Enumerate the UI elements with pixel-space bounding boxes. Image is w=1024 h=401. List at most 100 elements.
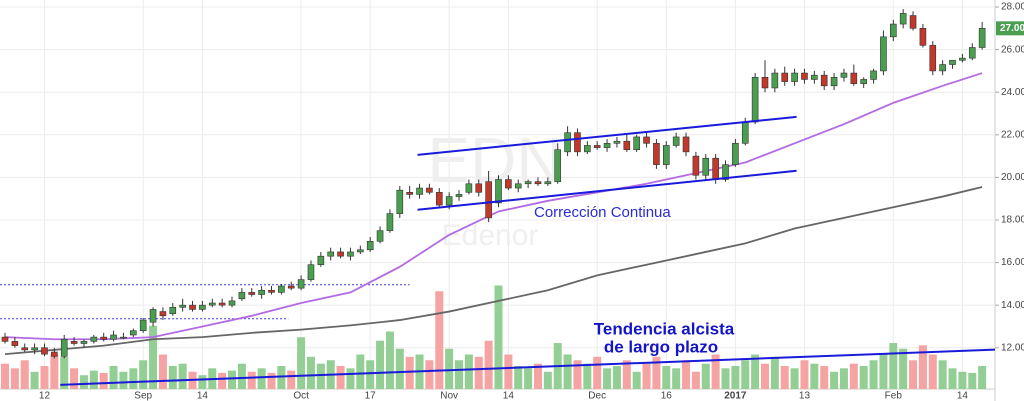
volume-bar [741,360,750,389]
x-tick-label: 14 [197,391,209,401]
volume-bar [543,371,552,389]
x-tick-label: 17 [365,391,377,401]
volume-bar [237,363,246,389]
volume-bar [593,356,602,389]
volume-bar [10,368,19,389]
candle-body [514,183,522,189]
candle-body [70,341,78,344]
volume-bar [70,368,79,389]
volume-bar [445,348,454,389]
candle-body [741,121,749,144]
y-tick-label: 20.00 [1001,172,1024,183]
candle-body [208,302,216,306]
volume-bar [405,356,414,389]
candle-body [574,132,581,153]
candle-body [889,23,897,38]
candle-body [268,289,275,293]
volume-bar [662,366,671,389]
candle-body [139,319,147,332]
candle-body [347,251,354,257]
candle-body [366,240,374,251]
x-tick-label: 13 [799,391,811,401]
volume-bar [316,363,325,389]
volume-bar [376,340,385,389]
volume-bar [563,354,572,389]
candle-body [218,302,226,306]
volume-bar [938,360,947,389]
candle-body [149,309,157,323]
watermark-name: Edenor [442,219,539,252]
y-tick-label: 28.00 [1001,2,1024,13]
volume-bar [297,337,306,389]
volume-bar [99,372,108,389]
candle-body [702,157,710,176]
volume-bar [287,370,296,389]
x-tick-label: 14 [957,391,969,401]
volume-bar [149,325,158,389]
y-tick-label: 24.00 [1001,87,1024,98]
volume-bar [711,354,720,389]
candle-body [297,279,305,289]
volume-bar [612,366,621,389]
volume-bar [533,363,542,389]
annotation: Corrección Continua [534,204,671,221]
candle-body [100,336,107,340]
candle-body [613,140,621,144]
volume-bar [346,368,355,389]
candle-body [130,330,137,336]
candle-body [909,15,917,29]
volume-bar [178,363,187,389]
candle-body [593,145,601,148]
candle-body [771,72,779,89]
candle-body [485,181,492,219]
x-tick-label: Sep [134,391,152,401]
candle-body [633,136,640,151]
volume-bar [622,360,631,389]
candle-body [80,341,88,344]
volume-bar [909,360,918,389]
volume-bar [119,371,128,389]
candle-body [534,181,542,185]
volume-bar [800,360,809,389]
volume-bar [691,371,700,389]
candle-body [870,70,877,80]
volume-bar [524,368,533,389]
x-tick-label: Feb [885,391,903,401]
y-tick-label: 26.00 [1001,44,1024,55]
candle-body [830,77,838,87]
candle-body [465,183,473,193]
watermark-ticker: EDN [427,124,562,196]
volume-bar [139,360,148,389]
candle-body [919,28,927,46]
candle-body [791,72,798,82]
volume-bar [810,363,819,389]
volume-bar [20,360,29,389]
candle-body [396,189,404,214]
x-tick-label: 12 [39,391,51,401]
candle-body [426,187,433,193]
y-tick-label: 22.00 [1001,129,1024,140]
y-tick-label: 12.00 [1001,342,1024,353]
moving-average [4,186,983,356]
volume-bar [573,360,582,389]
candle-body [406,192,413,195]
candle-body [495,179,502,204]
volume-bar [257,368,266,389]
candle-body [554,149,562,182]
candle-body [120,336,127,339]
candle-body [169,306,177,314]
candle-body [949,59,956,65]
candle-body [11,341,19,346]
volume-bar [928,354,937,389]
candle-body [159,311,167,317]
candle-body [199,304,206,310]
volume-bar [306,356,315,389]
candle-body [179,304,186,308]
volume-bar [899,348,908,389]
volume-bar [514,366,523,389]
annotation: de largo plazo [604,337,718,356]
price-tag-label: 27.00 [1000,23,1024,34]
volume-bar [395,348,404,389]
volume-bar [50,354,59,389]
